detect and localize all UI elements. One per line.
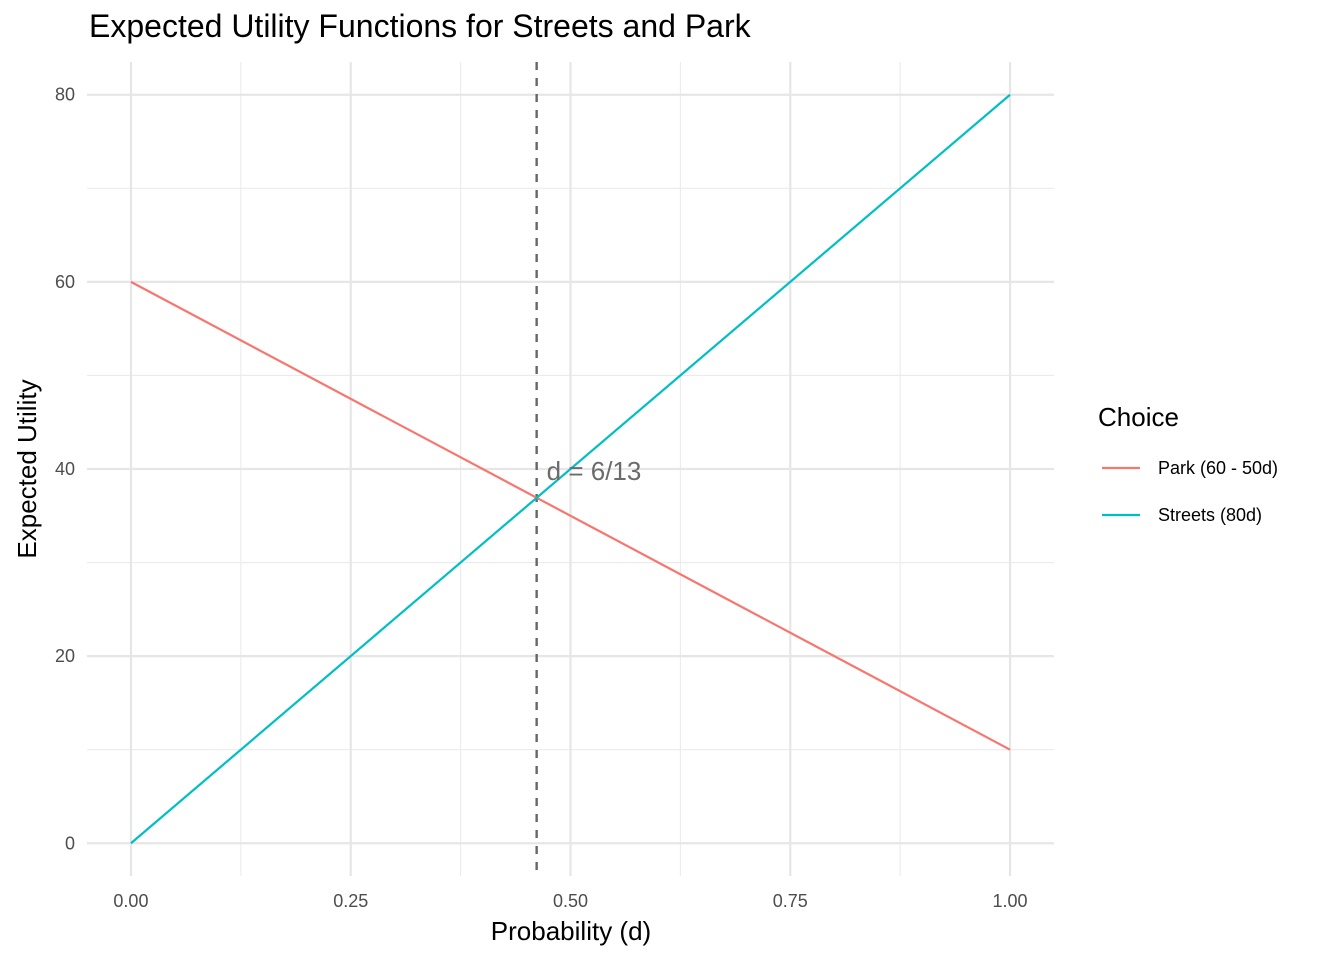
series-line [130,280,1011,751]
legend-title: Choice [1098,402,1179,432]
x-tick-label: 0.50 [553,891,588,911]
x-axis-title: Probability (d) [491,916,651,946]
y-tick-label: 40 [55,459,75,479]
legend-label: Streets (80d) [1158,505,1262,525]
x-tick-label: 0.75 [773,891,808,911]
y-axis-title: Expected Utility [12,379,42,558]
y-tick-label: 80 [55,85,75,105]
legend: Choice Park (60 - 50d) Streets (80d) [1098,402,1278,525]
annotation-label: d = 6/13 [547,456,642,486]
annotation-layer: d = 6/13 [547,456,642,486]
series-line [130,93,1011,845]
chart-title: Expected Utility Functions for Streets a… [89,8,751,44]
y-tick-label: 60 [55,272,75,292]
legend-label: Park (60 - 50d) [1158,458,1278,478]
y-tick-label: 0 [65,833,75,853]
tick-labels: 0.00 0.25 0.50 0.75 1.00 0 20 40 60 80 [55,85,1028,911]
y-tick-label: 20 [55,646,75,666]
x-tick-label: 0.00 [113,891,148,911]
x-tick-label: 1.00 [993,891,1028,911]
series-layer [130,93,1011,845]
x-tick-label: 0.25 [333,891,368,911]
